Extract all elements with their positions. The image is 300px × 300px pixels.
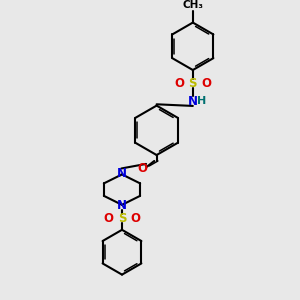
Text: O: O [131,212,141,225]
Text: CH₃: CH₃ [182,0,203,11]
Text: N: N [188,95,198,108]
Text: N: N [117,167,127,180]
Text: S: S [189,77,197,90]
Text: O: O [138,162,148,176]
Text: O: O [202,77,212,90]
Text: O: O [174,77,184,90]
Text: S: S [118,212,126,225]
Text: N: N [117,199,127,212]
Text: O: O [103,212,113,225]
Text: H: H [197,96,207,106]
